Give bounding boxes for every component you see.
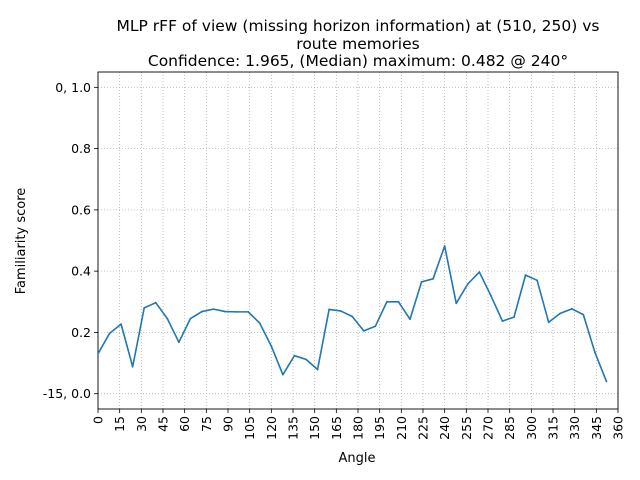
data-point: [177, 341, 180, 344]
x-axis-label: Angle: [339, 451, 376, 466]
x-tick-label: 330: [567, 416, 582, 440]
x-tick-label: 315: [546, 416, 561, 440]
x-tick-label: 90: [221, 416, 236, 432]
y-tick-label: 0, 1.0: [55, 80, 91, 95]
data-point: [316, 368, 319, 371]
data-point: [524, 274, 527, 277]
familiarity-line: [97, 245, 608, 382]
y-tick-label: 0.6: [71, 202, 91, 217]
data-point: [374, 325, 377, 328]
data-point: [305, 358, 307, 361]
y-tick-label: 0.8: [71, 141, 91, 156]
data-point: [108, 332, 111, 335]
x-tick-label: 345: [589, 416, 604, 440]
x-tick-label: 30: [134, 416, 149, 432]
grid: [97, 72, 619, 409]
x-tick-label: 75: [199, 416, 214, 432]
data-point: [501, 320, 504, 322]
data-point: [189, 317, 192, 320]
data-point: [281, 373, 284, 376]
data-point: [270, 345, 273, 348]
data-point: [235, 310, 238, 313]
data-point: [247, 310, 250, 313]
y-tick-label: 0.4: [71, 264, 91, 279]
x-tick-label: 165: [329, 416, 344, 440]
data-point: [258, 322, 261, 325]
data-point: [131, 365, 134, 368]
data-point: [582, 313, 585, 316]
x-tick-label: 360: [611, 416, 626, 440]
chart-title-line-2: route memories: [296, 35, 419, 53]
data-point: [536, 279, 539, 282]
data-point: [605, 380, 608, 383]
data-point: [212, 308, 215, 311]
x-tick-label: 270: [481, 416, 496, 440]
tick-layer: 0 15 30 45 60 75 90 105 120 135 150 165 180 195 210 225…: [43, 80, 626, 440]
x-tick-label: 210: [394, 416, 409, 440]
x-tick-label: 255: [459, 416, 474, 440]
y-tick-label: -15, 0.0: [43, 386, 91, 401]
data-point: [339, 310, 342, 312]
data-point: [397, 300, 400, 303]
y-axis-label: Familiarity score: [14, 188, 29, 295]
x-tick-label: 15: [112, 416, 127, 432]
data-point: [293, 354, 296, 357]
data-point: [224, 310, 227, 313]
chart-title-line-1: MLP rFF of view (missing horizon informa…: [117, 17, 600, 35]
data-point: [362, 329, 365, 332]
data-point: [466, 283, 469, 285]
x-tick-label: 105: [242, 416, 257, 440]
y-tick-label: 0.2: [71, 325, 91, 340]
x-tick-label: 225: [416, 416, 431, 440]
data-point: [328, 308, 331, 311]
x-tick-label: 240: [437, 416, 452, 440]
data-point: [489, 294, 492, 297]
x-tick-label: 0: [91, 416, 106, 424]
data-point: [385, 300, 388, 303]
data-point: [593, 351, 596, 354]
data-point: [154, 301, 157, 304]
data-point: [351, 315, 354, 318]
x-tick-label: 285: [502, 416, 517, 440]
data-point: [166, 317, 169, 320]
data-point: [559, 312, 562, 315]
data-point: [570, 307, 573, 310]
data-point: [513, 316, 515, 318]
x-tick-label: 60: [177, 416, 192, 432]
x-tick-label: 120: [264, 416, 279, 440]
data-point: [432, 277, 435, 280]
data-point: [420, 280, 423, 283]
data-point: [455, 302, 458, 305]
x-tick-label: 180: [351, 416, 366, 440]
data-point: [97, 352, 99, 355]
data-point: [547, 321, 550, 324]
x-tick-label: 195: [372, 416, 387, 440]
chart-title-line-3: Confidence: 1.965, (Median) maximum: 0.4…: [148, 52, 568, 70]
series-layer: [97, 245, 608, 383]
x-tick-label: 45: [156, 416, 171, 432]
data-point: [143, 307, 146, 309]
data-point: [478, 271, 481, 273]
data-point: [409, 318, 411, 321]
x-tick-label: 150: [307, 416, 322, 440]
x-tick-label: 300: [524, 416, 539, 440]
data-point: [120, 323, 123, 326]
data-point: [443, 245, 446, 247]
data-point: [201, 310, 203, 313]
x-tick-label: 135: [286, 416, 301, 440]
